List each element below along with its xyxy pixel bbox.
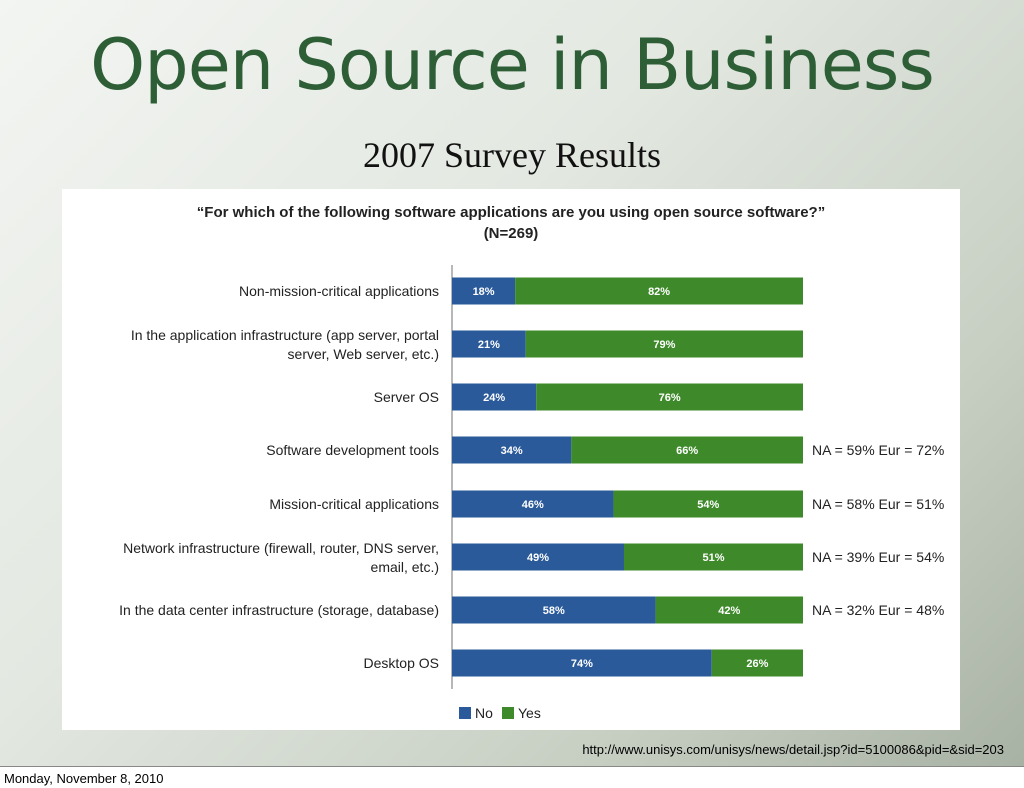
data-label: 26% bbox=[746, 658, 768, 670]
bar-yes bbox=[613, 490, 803, 518]
data-label: 79% bbox=[653, 339, 675, 351]
stacked-bar-chart: “For which of the following software app… bbox=[119, 204, 944, 721]
legend-label-no: No bbox=[475, 705, 493, 721]
data-label: 76% bbox=[659, 392, 681, 404]
data-label: 66% bbox=[676, 445, 698, 457]
bar-no bbox=[452, 330, 526, 358]
category-label: Mission-critical applications bbox=[269, 496, 439, 512]
bar-no bbox=[452, 596, 656, 624]
chart-panel: “For which of the following software app… bbox=[62, 189, 960, 730]
category-label: Non-mission-critical applications bbox=[239, 283, 439, 299]
bar-no bbox=[452, 383, 537, 411]
category-label: email, etc.) bbox=[371, 559, 439, 575]
region-annotation: NA = 58% Eur = 51% bbox=[812, 496, 944, 512]
data-label: 34% bbox=[501, 445, 523, 457]
category-label: Desktop OS bbox=[364, 655, 439, 671]
bar-no bbox=[452, 649, 712, 677]
bar-yes bbox=[525, 330, 803, 358]
category-label: Network infrastructure (firewall, router… bbox=[123, 540, 439, 556]
bar-yes bbox=[515, 277, 803, 305]
data-label: 18% bbox=[473, 286, 495, 298]
bar-yes bbox=[711, 649, 803, 677]
source-link[interactable]: http://www.unisys.com/unisys/news/detail… bbox=[582, 742, 1004, 757]
chart-subtitle: (N=269) bbox=[484, 225, 539, 242]
slide-subtitle: 2007 Survey Results bbox=[362, 135, 661, 175]
category-label: Server OS bbox=[374, 389, 439, 405]
bar-no bbox=[452, 277, 516, 305]
data-label: 74% bbox=[571, 658, 593, 670]
category-label: In the application infrastructure (app s… bbox=[131, 327, 439, 343]
category-label: server, Web server, etc.) bbox=[288, 346, 439, 362]
data-label: 21% bbox=[478, 339, 500, 351]
bar-no bbox=[452, 436, 572, 464]
data-label: 49% bbox=[527, 552, 549, 564]
data-label: 82% bbox=[648, 286, 670, 298]
legend-swatch-yes bbox=[502, 707, 514, 719]
region-annotation: NA = 59% Eur = 72% bbox=[812, 442, 944, 458]
slide-background: Open Source in Business 2007 Survey Resu… bbox=[0, 0, 1024, 766]
legend-swatch-no bbox=[459, 707, 471, 719]
bar-yes bbox=[536, 383, 803, 411]
data-label: 42% bbox=[718, 605, 740, 617]
bar-yes bbox=[571, 436, 803, 464]
footer-divider bbox=[0, 766, 1024, 767]
legend-label-yes: Yes bbox=[518, 705, 541, 721]
bar-yes bbox=[623, 543, 803, 571]
data-label: 51% bbox=[702, 552, 724, 564]
bar-yes bbox=[655, 596, 803, 624]
footer-date: Monday, November 8, 2010 bbox=[4, 771, 164, 786]
chart-title: “For which of the following software app… bbox=[197, 204, 825, 221]
data-label: 46% bbox=[522, 499, 544, 511]
category-label: In the data center infrastructure (stora… bbox=[119, 602, 439, 618]
region-annotation: NA = 39% Eur = 54% bbox=[812, 549, 944, 565]
bar-no bbox=[452, 543, 624, 571]
data-label: 58% bbox=[543, 605, 565, 617]
data-label: 24% bbox=[483, 392, 505, 404]
data-label: 54% bbox=[697, 499, 719, 511]
slide-title: Open Source in Business bbox=[90, 24, 935, 106]
region-annotation: NA = 32% Eur = 48% bbox=[812, 602, 944, 618]
category-label: Software development tools bbox=[266, 442, 439, 458]
bar-no bbox=[452, 490, 614, 518]
